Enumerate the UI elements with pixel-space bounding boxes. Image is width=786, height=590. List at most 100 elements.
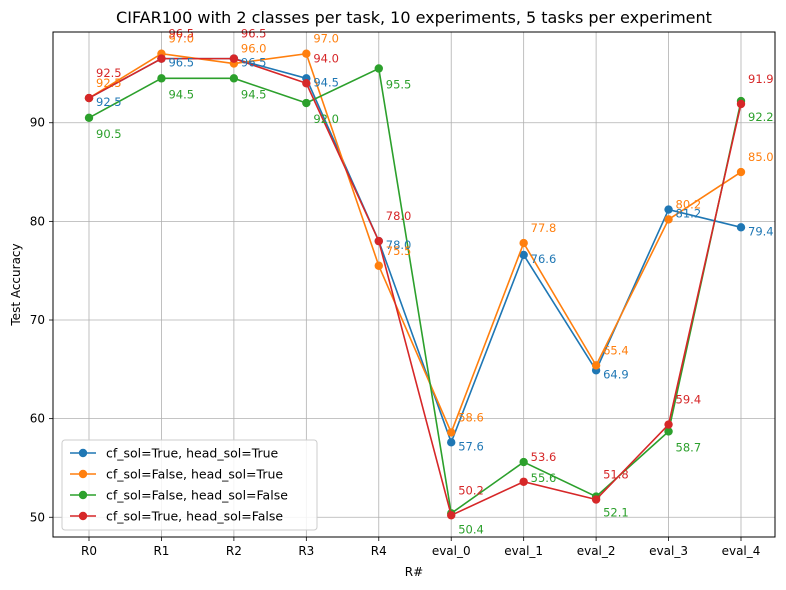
x-tick-label: R0 xyxy=(81,544,97,558)
data-point xyxy=(591,361,601,370)
legend-label: cf_sol=True, head_sol=True xyxy=(106,446,279,461)
data-label: 92.2 xyxy=(748,110,774,124)
x-tick-label: R3 xyxy=(298,544,314,558)
grid xyxy=(53,32,775,537)
y-tick-label: 80 xyxy=(30,214,45,228)
data-point xyxy=(447,428,456,437)
y-tick-label: 90 xyxy=(30,116,45,130)
data-label: 78.0 xyxy=(386,238,412,252)
data-point xyxy=(84,93,94,103)
data-point xyxy=(157,74,166,83)
data-label: 95.5 xyxy=(386,77,412,91)
legend-item: cf_sol=True, head_sol=True xyxy=(70,446,279,461)
data-label: 91.9 xyxy=(748,72,774,86)
legend-marker xyxy=(78,490,88,500)
data-point xyxy=(374,236,383,246)
y-axis-title: Test Accuracy xyxy=(9,243,23,326)
data-label: 53.6 xyxy=(531,450,557,464)
data-point xyxy=(374,261,383,270)
data-label: 52.1 xyxy=(603,506,629,520)
x-tick-label: eval_2 xyxy=(577,544,616,558)
data-label: 57.6 xyxy=(458,439,484,453)
series-line xyxy=(88,57,742,517)
legend-item: cf_sol=False, head_sol=False xyxy=(70,488,288,503)
data-label: 65.4 xyxy=(603,343,629,357)
data-point xyxy=(664,215,673,224)
legend-label: cf_sol=False, head_sol=True xyxy=(106,467,283,482)
series-3 xyxy=(84,54,746,520)
data-point xyxy=(302,49,311,58)
x-tick-label: R1 xyxy=(153,544,169,558)
axis-ticks: R0 R1 R2 R3 R4 eval_0 eval_1 eval_2 eval_3 eval_4… xyxy=(30,116,761,558)
data-label: 94.0 xyxy=(313,51,339,65)
data-point xyxy=(84,113,94,123)
legend-marker xyxy=(78,448,88,458)
data-label: 59.4 xyxy=(676,393,702,407)
x-tick-label: eval_1 xyxy=(504,544,543,558)
data-point xyxy=(736,223,746,232)
data-label: 96.0 xyxy=(241,42,267,56)
chart-title: CIFAR100 with 2 classes per task, 10 exp… xyxy=(116,8,712,27)
data-label: 92.5 xyxy=(96,76,122,90)
data-label: 58.6 xyxy=(458,410,484,424)
data-label: 50.4 xyxy=(458,522,484,536)
data-point xyxy=(302,79,311,88)
data-point xyxy=(519,250,528,260)
data-point xyxy=(229,74,239,83)
data-label: 78.0 xyxy=(386,209,412,223)
data-label: 92.5 xyxy=(96,66,122,80)
data-label: 81.2 xyxy=(676,207,702,221)
x-tick-label: eval_3 xyxy=(649,544,688,558)
data-point xyxy=(519,477,528,486)
legend-label: cf_sol=True, head_sol=False xyxy=(106,509,283,524)
data-label: 80.2 xyxy=(676,197,702,211)
data-point xyxy=(664,420,673,429)
data-point xyxy=(229,54,239,63)
x-tick-label: R2 xyxy=(226,544,242,558)
data-label: 94.5 xyxy=(168,87,194,101)
data-point xyxy=(736,99,746,109)
data-point xyxy=(447,511,456,520)
x-tick-label: eval_4 xyxy=(722,544,761,558)
data-point xyxy=(374,64,383,73)
data-label: 51.8 xyxy=(603,468,629,482)
legend-item: cf_sol=True, head_sol=False xyxy=(70,509,283,524)
data-label: 96.5 xyxy=(168,27,194,41)
data-label: 92.0 xyxy=(313,112,339,126)
data-point xyxy=(447,438,456,447)
data-label: 97.0 xyxy=(168,32,194,46)
legend-label: cf_sol=False, head_sol=False xyxy=(106,488,288,503)
data-label: 85.0 xyxy=(748,150,774,164)
data-point xyxy=(664,205,673,214)
data-label: 77.8 xyxy=(531,221,557,235)
y-tick-label: 50 xyxy=(30,510,45,524)
data-point xyxy=(591,495,601,504)
data-point xyxy=(302,98,311,108)
data-label: 94.5 xyxy=(313,75,339,89)
data-label: 58.7 xyxy=(676,440,702,454)
legend-marker xyxy=(78,469,88,479)
data-label: 50.2 xyxy=(458,483,484,497)
data-label: 96.5 xyxy=(168,56,194,70)
data-label: 96.5 xyxy=(241,27,267,41)
series-line xyxy=(88,67,742,515)
data-label: 97.0 xyxy=(313,32,339,46)
data-labels-layer: 92.5 96.5 96.5 94.5 78.0 57.6 76.6 64.9 81.2 79.4… xyxy=(96,27,774,537)
data-label: 92.5 xyxy=(96,95,122,109)
x-tick-label: R4 xyxy=(371,544,387,558)
data-label: 90.5 xyxy=(96,127,122,141)
data-label: 75.5 xyxy=(386,244,412,258)
data-point xyxy=(157,54,166,63)
x-axis-title: R# xyxy=(405,565,423,579)
data-label: 55.6 xyxy=(531,471,557,485)
data-point xyxy=(664,427,673,436)
plot-area-frame xyxy=(52,31,776,538)
data-point xyxy=(736,167,746,177)
legend: cf_sol=True, head_sol=True cf_sol=False, … xyxy=(61,439,318,531)
data-point xyxy=(519,457,528,467)
data-label: 96.5 xyxy=(241,56,267,70)
data-label: 79.4 xyxy=(748,224,774,238)
y-tick-label: 60 xyxy=(30,412,45,426)
data-label: 94.5 xyxy=(241,87,267,101)
